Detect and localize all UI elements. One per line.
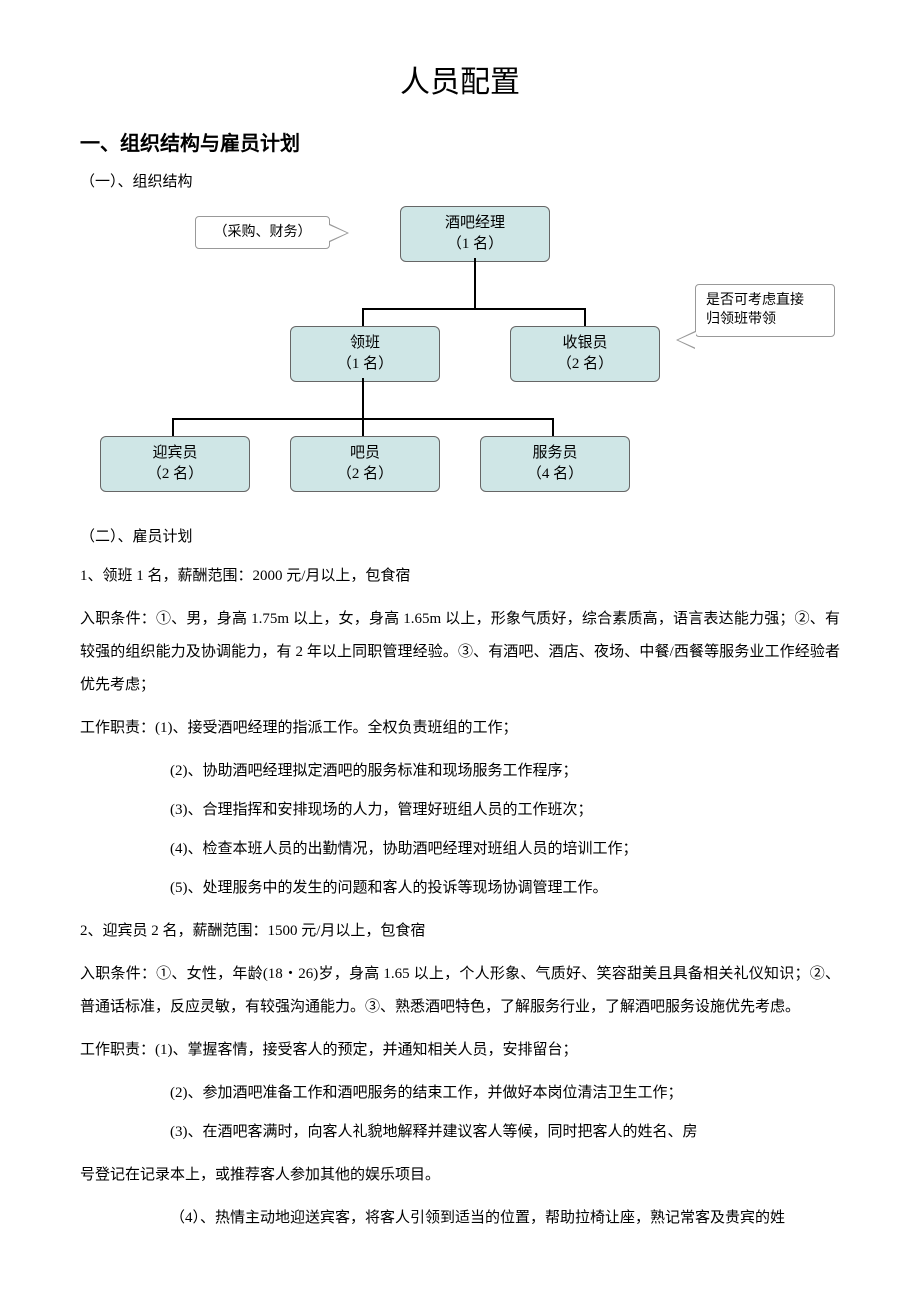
duty-leader-4: (4)、检查本班人员的出勤情况，协助酒吧经理对班组人员的培训工作； <box>170 833 840 866</box>
duty-leader-2: (2)、协助酒吧经理拟定酒吧的服务标准和现场服务工作程序； <box>170 755 840 788</box>
duty-greeter-2: (2)、参加酒吧准备工作和酒吧服务的结束工作，并做好本岗位清洁卫生工作； <box>170 1077 840 1110</box>
node-leader-title: 领班 <box>291 333 439 354</box>
subsection-1: （一）、组织结构 <box>80 171 840 194</box>
page-title: 人员配置 <box>80 60 840 105</box>
item-leader: 1、领班 1 名，薪酬范围：2000 元/月以上，包食宿 <box>80 560 840 593</box>
callout-purchase: （采购、财务） <box>195 216 330 250</box>
node-leader-count: （1 名） <box>291 354 439 375</box>
subsection-2: （二）、雇员计划 <box>80 526 840 549</box>
node-bartender-count: （2 名） <box>291 464 439 485</box>
node-greeter-title: 迎宾员 <box>101 443 249 464</box>
node-greeter-count: （2 名） <box>101 464 249 485</box>
node-leader: 领班 （1 名） <box>290 326 440 382</box>
duty-leader-5: (5)、处理服务中的发生的问题和客人的投诉等现场协调管理工作。 <box>170 872 840 905</box>
node-manager-count: （1 名） <box>401 234 549 255</box>
callout-consider-line1: 是否可考虑直接 <box>706 291 824 311</box>
req-greeter: 入职条件：①、女性，年龄(18・26)岁，身高 1.65 以上，个人形象、气质好… <box>80 958 840 1024</box>
callout-purchase-text: （采购、财务） <box>214 225 312 240</box>
node-cashier-title: 收银员 <box>511 333 659 354</box>
node-greeter: 迎宾员 （2 名） <box>100 436 250 492</box>
duty-greeter-4: （4）、热情主动地迎送宾客，将客人引领到适当的位置，帮助拉椅让座，熟记常客及贵宾… <box>170 1202 840 1235</box>
org-chart: 酒吧经理 （1 名） （采购、财务） 领班 （1 名） 收银员 （2 名） 是否… <box>90 206 850 506</box>
callout-consider: 是否可考虑直接 归领班带领 <box>695 284 835 337</box>
node-waiter-title: 服务员 <box>481 443 629 464</box>
node-manager-title: 酒吧经理 <box>401 213 549 234</box>
node-waiter-count: （4 名） <box>481 464 629 485</box>
node-cashier: 收银员 （2 名） <box>510 326 660 382</box>
node-cashier-count: （2 名） <box>511 354 659 375</box>
duty-greeter-3: (3)、在酒吧客满时，向客人礼貌地解释并建议客人等候，同时把客人的姓名、房 <box>170 1116 840 1149</box>
req-leader: 入职条件：①、男，身高 1.75m 以上，女，身高 1.65m 以上，形象气质好… <box>80 603 840 702</box>
callout-consider-line2: 归领班带领 <box>706 310 824 330</box>
item-greeter: 2、迎宾员 2 名，薪酬范围：1500 元/月以上，包食宿 <box>80 915 840 948</box>
node-bartender-title: 吧员 <box>291 443 439 464</box>
section-heading-1: 一、组织结构与雇员计划 <box>80 129 840 159</box>
duty-leader-3: (3)、合理指挥和安排现场的人力，管理好班组人员的工作班次； <box>170 794 840 827</box>
callout-purchase-pointer <box>329 225 347 241</box>
node-manager: 酒吧经理 （1 名） <box>400 206 550 262</box>
node-waiter: 服务员 （4 名） <box>480 436 630 492</box>
duty-leader-1: 工作职责：(1)、接受酒吧经理的指派工作。全权负责班组的工作； <box>80 712 840 745</box>
duty-greeter-1: 工作职责：(1)、掌握客情，接受客人的预定，并通知相关人员，安排留台； <box>80 1034 840 1067</box>
duty-greeter-3b: 号登记在记录本上，或推荐客人参加其他的娱乐项目。 <box>80 1159 840 1192</box>
node-bartender: 吧员 （2 名） <box>290 436 440 492</box>
callout-consider-pointer <box>678 332 696 348</box>
